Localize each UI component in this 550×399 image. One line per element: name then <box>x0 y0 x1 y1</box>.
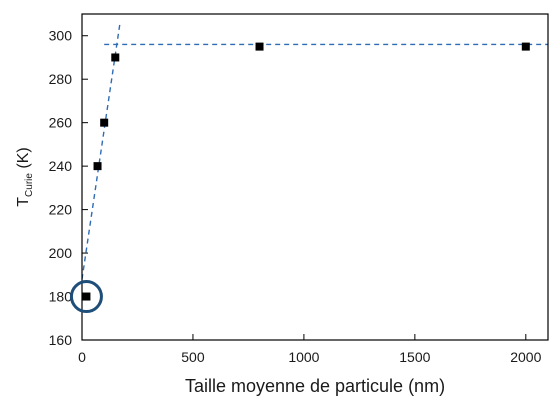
y-axis-title-unit: (K) <box>15 147 32 173</box>
y-tick-label: 180 <box>49 289 73 305</box>
axis-ticks: 0 500 1000 1500 2000 160 180 200 220 240 260 280 300 <box>49 28 542 365</box>
x-tick-label: 1000 <box>288 349 319 365</box>
data-point <box>521 42 530 51</box>
data-point <box>82 292 91 301</box>
fit-lines <box>82 24 548 280</box>
y-axis-title-subscript: Curie <box>24 173 35 197</box>
x-tick-label: 500 <box>181 349 205 365</box>
data-point <box>93 162 102 171</box>
highlight-circle <box>69 280 103 314</box>
highlight-layer <box>69 280 103 314</box>
plot-frame <box>81 13 549 341</box>
y-tick-label: 200 <box>49 245 73 261</box>
y-tick-label: 260 <box>49 115 73 131</box>
data-point <box>111 53 120 62</box>
x-axis-title: Taille moyenne de particule (nm) <box>185 376 445 396</box>
y-axis-title-main: T <box>15 197 32 207</box>
x-tick-label: 1500 <box>399 349 430 365</box>
data-point <box>100 118 109 127</box>
x-tick-label: 2000 <box>510 349 541 365</box>
data-points <box>82 42 530 301</box>
data-point <box>255 42 264 51</box>
x-tick-label: 0 <box>78 349 86 365</box>
y-axis-title: TCurie (K) <box>15 147 35 206</box>
y-tick-label: 160 <box>49 332 73 348</box>
y-tick-label: 280 <box>49 71 73 87</box>
fit-line-0 <box>82 24 121 280</box>
y-tick-label: 300 <box>49 28 73 44</box>
y-tick-label: 240 <box>49 158 73 174</box>
y-tick-label: 220 <box>49 202 73 218</box>
